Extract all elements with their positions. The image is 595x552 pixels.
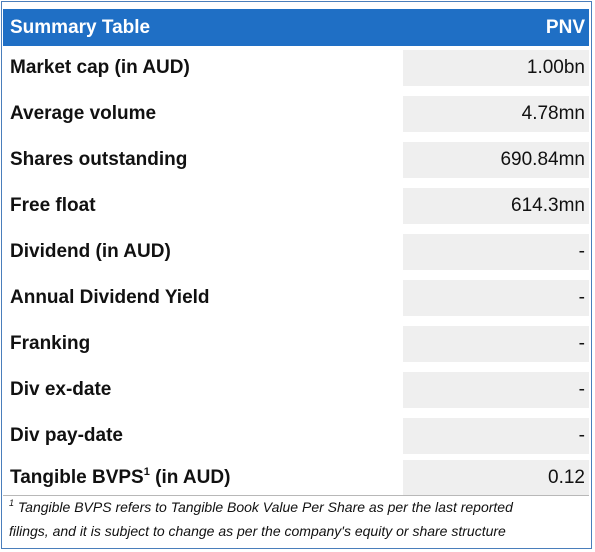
table-row-average-volume: Average volume 4.78mn (3, 96, 589, 132)
footnote-text: Tangible BVPS refers to Tangible Book Va… (14, 499, 513, 515)
label-suffix: (in AUD) (149, 467, 231, 488)
ticker-label: PNV (545, 17, 585, 38)
row-label: Annual Dividend Yield (10, 287, 210, 308)
table-row-dividend: Dividend (in AUD) - (3, 234, 589, 270)
row-label: Tangible BVPS1 (in AUD) (10, 466, 231, 489)
row-value: 4.78mn (403, 96, 589, 132)
table-row-free-float: Free float 614.3mn (3, 188, 589, 224)
table-row-div-ex-date: Div ex-date - (3, 372, 589, 408)
row-value: 690.84mn (403, 142, 589, 178)
row-label: Div ex-date (10, 379, 112, 400)
table-header: Summary Table PNV (3, 9, 589, 46)
table-row-shares-outstanding: Shares outstanding 690.84mn (3, 142, 589, 178)
row-value: 1.00bn (403, 50, 589, 86)
table-row-annual-dividend-yield: Annual Dividend Yield - (3, 280, 589, 316)
row-value: - (403, 372, 589, 408)
row-value: 0.12 (403, 460, 589, 496)
table-title: Summary Table (10, 17, 151, 38)
footnote-marker: 1 (9, 498, 15, 508)
row-label: Free float (10, 195, 96, 216)
row-label: Div pay-date (10, 425, 123, 446)
row-label: Franking (10, 333, 91, 354)
row-value: - (403, 234, 589, 270)
row-value: - (403, 326, 589, 362)
table-row-tangible-bvps: Tangible BVPS1 (in AUD) 0.12 (3, 460, 589, 496)
row-label: Dividend (in AUD) (10, 241, 171, 262)
footnote: 1 Tangible BVPS refers to Tangible Book … (3, 495, 589, 548)
row-label: Average volume (10, 103, 157, 124)
footnote-line: filings, and it is subject to change as … (9, 523, 506, 539)
table-row-market-cap: Market cap (in AUD) 1.00bn (3, 50, 589, 86)
row-value: 614.3mn (403, 188, 589, 224)
footnote-marker: 1 (143, 466, 150, 478)
row-label: Shares outstanding (10, 149, 188, 170)
table-row-franking: Franking - (3, 326, 589, 362)
row-value: - (403, 280, 589, 316)
label-text: Tangible BVPS (10, 467, 144, 488)
footnote-line: 1 Tangible BVPS refers to Tangible Book … (9, 496, 589, 520)
row-label: Market cap (in AUD) (10, 57, 190, 78)
row-value: - (403, 418, 589, 454)
table-row-div-pay-date: Div pay-date - (3, 418, 589, 454)
